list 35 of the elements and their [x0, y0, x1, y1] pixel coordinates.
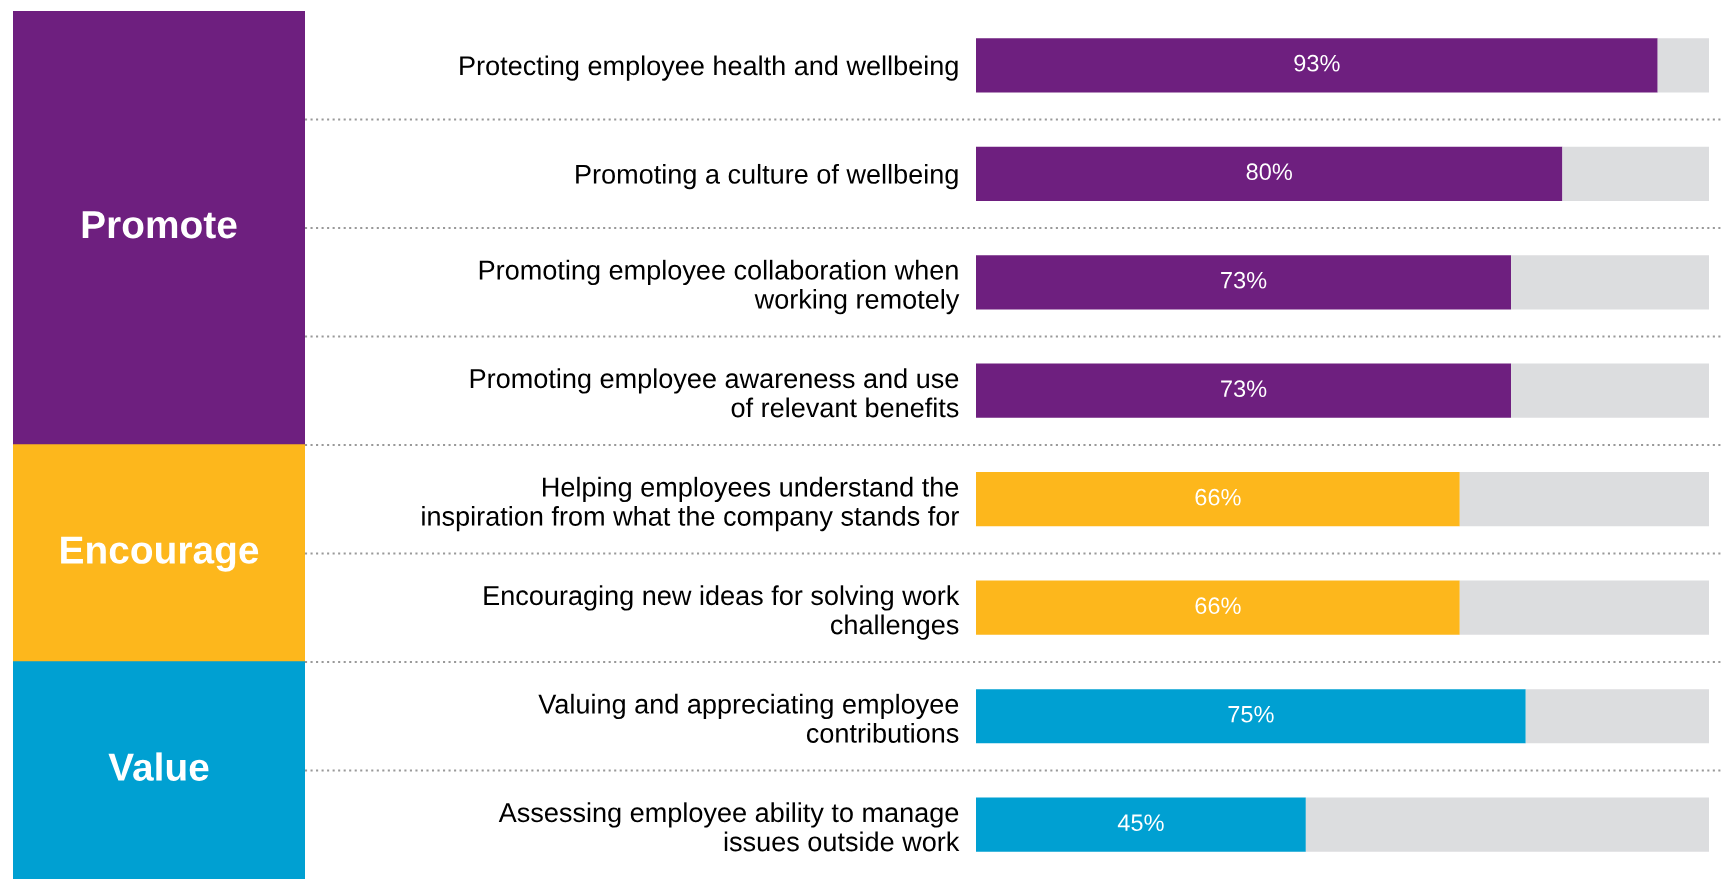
data-label: 75% [1228, 705, 1274, 723]
y-tick-label: Encouraging new ideas for solving work challenges [484, 585, 960, 640]
bar [976, 689, 1526, 744]
y-tick-label: Valuing and appreciating employee contributions [538, 693, 959, 743]
bar [976, 797, 1306, 852]
bar [976, 472, 1460, 527]
bar [1562, 146, 1709, 201]
data-label: 45% [1117, 814, 1164, 832]
bar [976, 146, 1563, 201]
y-tick-label: Promoting a culture of wellbeing [576, 163, 958, 190]
data-label: 66% [1195, 597, 1241, 615]
bar [1305, 797, 1709, 852]
bar [1657, 38, 1709, 93]
data-label: 73% [1221, 380, 1267, 398]
bar [976, 38, 1658, 93]
bar [1511, 255, 1709, 310]
text: Promote [82, 211, 237, 239]
text: Encourage [61, 536, 259, 572]
y-tick-label: Promoting employee collaboration when working remotely [479, 259, 960, 315]
bar [1511, 363, 1709, 418]
bar [1459, 580, 1709, 635]
data-label: 73% [1221, 271, 1267, 289]
y-tick-label: Helping employees understand the inspiration from what the company stands for [422, 476, 959, 532]
bar [976, 363, 1512, 418]
bar [1525, 689, 1709, 744]
bar [976, 580, 1460, 635]
data-label: 80% [1246, 163, 1292, 181]
data-label: 93% [1294, 54, 1340, 72]
y-tick-label: Promoting employee awareness and use of relevant benefits [470, 368, 959, 418]
bar [976, 255, 1512, 310]
y-tick-label: Assessing employee ability to manage issues outside work [498, 802, 960, 852]
bar [1459, 472, 1709, 527]
text: Value [108, 752, 209, 781]
y-tick-label: Protecting employee health and wellbeing [460, 55, 958, 81]
data-label: 66% [1195, 488, 1241, 506]
